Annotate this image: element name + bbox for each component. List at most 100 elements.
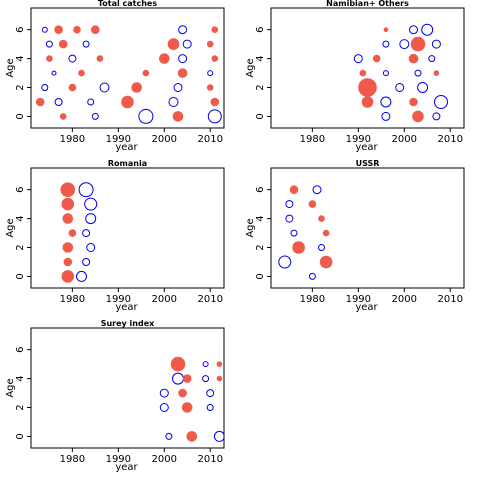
y-axis-label: Age	[245, 58, 256, 77]
bubble-point	[41, 26, 48, 33]
bubble-point	[206, 404, 214, 411]
bubble-point	[82, 229, 91, 238]
bubble-point	[159, 388, 169, 398]
x-tick-label: 1990	[106, 294, 131, 305]
x-axis-label: year	[115, 302, 138, 313]
bubble-point	[172, 372, 184, 385]
bubble-point	[59, 113, 67, 120]
plot-frame	[270, 7, 465, 129]
bubble-point	[285, 200, 294, 209]
bubble-point	[410, 36, 426, 52]
y-tick-label: 2	[255, 84, 266, 90]
bubble-point	[278, 255, 292, 269]
bubble-point	[414, 69, 422, 77]
y-tick-label: 0	[255, 273, 266, 279]
bubble-point	[409, 25, 418, 35]
y-tick-label: 6	[255, 186, 266, 192]
bubble-point	[395, 83, 405, 92]
bubble-point	[62, 213, 74, 224]
y-tick-label: 0	[15, 113, 26, 119]
bubble-point	[45, 40, 53, 48]
bubble-point	[211, 26, 219, 34]
bubble-point	[178, 25, 188, 35]
bubble-point	[412, 110, 424, 123]
bubble-point	[361, 96, 374, 108]
bubble-point	[82, 40, 90, 48]
bubble-point	[99, 82, 110, 93]
x-tick-label: 1990	[346, 294, 371, 305]
chart-panel-2: Namibian+ Others 1980 1990 2000 2010 0 2 4 6 year…	[245, 0, 465, 153]
x-axis-label: year	[355, 142, 378, 153]
bubble-point	[173, 83, 183, 92]
bubble-point	[54, 25, 63, 35]
bubble-point	[86, 243, 96, 252]
x-tick-label: 2010	[437, 134, 462, 145]
bubble-point	[68, 54, 77, 63]
x-tick-label: 1980	[60, 134, 85, 145]
y-tick-label: 4	[15, 55, 26, 61]
y-tick-label: 0	[15, 273, 26, 279]
y-tick-label: 6	[15, 186, 26, 192]
bubble-point	[91, 25, 100, 35]
y-tick-label: 0	[255, 113, 266, 119]
y-tick-label: 6	[15, 26, 26, 32]
bubble-point	[408, 53, 419, 64]
y-axis-label: Age	[245, 218, 256, 237]
y-tick-label: 4	[15, 215, 26, 221]
bubble-point	[182, 39, 192, 49]
y-tick-label: 4	[15, 375, 26, 381]
bubble-point	[382, 40, 390, 48]
bubble-point	[68, 229, 77, 237]
y-axis-label: Age	[5, 58, 16, 77]
bubble-point	[170, 356, 186, 372]
x-tick-label: 1980	[60, 454, 85, 465]
bubble-point	[165, 432, 173, 440]
bubble-point	[61, 270, 75, 283]
bubble-point	[207, 109, 222, 124]
x-tick-label: 2000	[152, 454, 177, 465]
bubble-layer	[60, 182, 98, 283]
x-tick-label: 2010	[197, 294, 222, 305]
bubble-point	[62, 242, 74, 253]
x-tick-label: 2000	[152, 134, 177, 145]
y-tick-label: 2	[255, 244, 266, 250]
x-axis-label: year	[115, 462, 138, 473]
bubble-point	[211, 55, 219, 62]
y-tick-label: 6	[255, 26, 266, 32]
bubble-point	[202, 361, 209, 368]
plot-frame	[270, 167, 465, 289]
chart-panel-5: Surey index 1980 1990 2000 2010 0 2 4 6 year Age	[5, 319, 225, 473]
x-tick-label: 2000	[392, 134, 417, 145]
x-tick-label: 1990	[106, 454, 131, 465]
bubble-point	[46, 55, 53, 62]
bubble-point	[213, 430, 224, 442]
bubble-point	[433, 70, 440, 76]
bubble-point	[292, 241, 305, 254]
y-tick-label: 6	[15, 346, 26, 352]
bubble-point	[399, 39, 410, 50]
bubble-point	[202, 375, 210, 383]
bubble-point	[308, 272, 316, 280]
bubble-point	[51, 70, 57, 76]
bubble-point	[182, 374, 192, 383]
x-tick-label: 1990	[346, 134, 371, 145]
y-axis-label: Age	[5, 378, 16, 397]
bubble-point	[207, 70, 214, 77]
bubble-point	[82, 258, 91, 266]
bubble-point	[41, 84, 49, 91]
plot-frame	[30, 7, 225, 129]
x-tick-label: 2010	[437, 294, 462, 305]
bubble-point	[358, 78, 377, 97]
bubble-point	[285, 214, 294, 223]
bubble-point	[372, 54, 381, 63]
y-tick-label: 0	[15, 433, 26, 439]
bubble-point	[409, 97, 418, 107]
bubble-point	[289, 185, 299, 194]
chart-title: USSR	[356, 159, 380, 168]
bubble-point	[186, 431, 198, 442]
y-tick-label: 4	[255, 55, 266, 61]
bubble-point	[78, 182, 94, 198]
bubble-point	[73, 25, 81, 34]
x-tick-label: 1980	[300, 294, 325, 305]
